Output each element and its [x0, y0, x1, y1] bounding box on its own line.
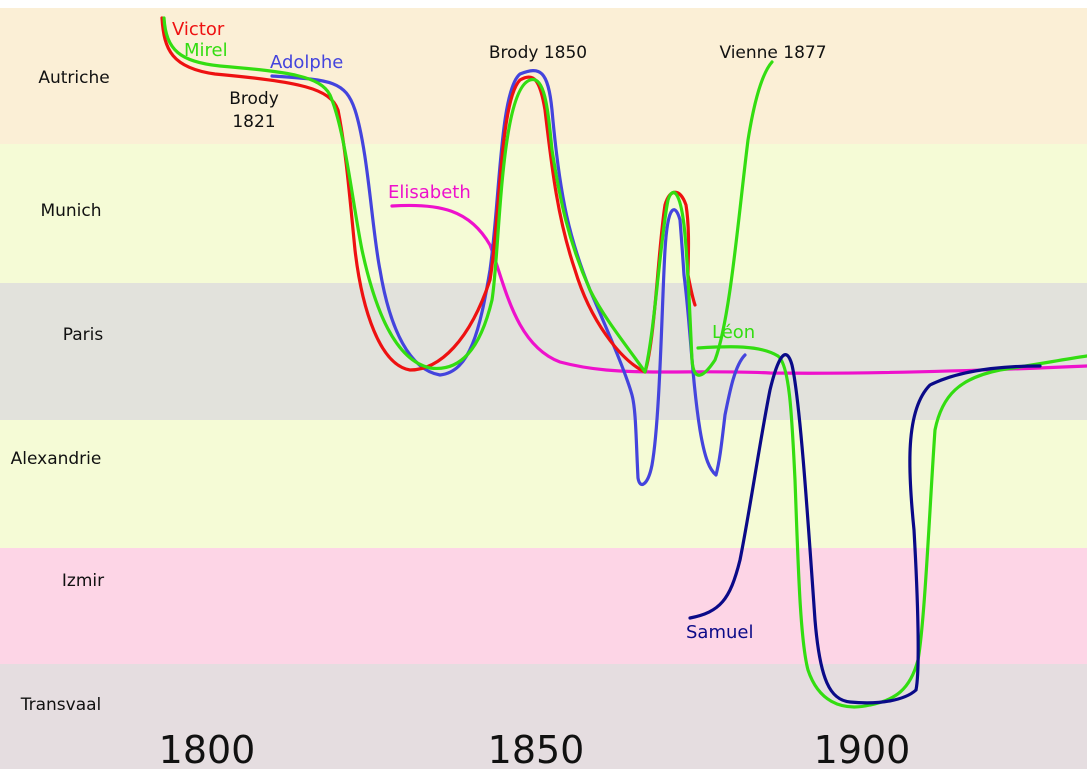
annotations: Brody 1821 Brody 1850 Vienne 1877: [229, 43, 826, 132]
person-label-mirel: Mirel: [184, 40, 228, 61]
person-label-victor: Victor: [172, 19, 225, 40]
place-label-munich: Munich: [40, 201, 101, 221]
year-label-1900: 1900: [814, 728, 911, 769]
trajectory-leon: [696, 345, 1087, 709]
year-axis: 1800 1850 1900: [159, 728, 911, 769]
annotation-brody-1821-line1: Brody: [229, 89, 279, 109]
place-label-autriche: Autriche: [38, 68, 109, 88]
annotation-vienne-1877: Vienne 1877: [719, 43, 826, 63]
trajectory-mirel: [162, 16, 774, 377]
trajectory-elisabeth: [390, 203, 1087, 375]
place-label-alexandrie: Alexandrie: [11, 449, 102, 469]
person-label-adolphe: Adolphe: [270, 52, 343, 73]
person-labels: Victor Mirel Adolphe Elisabeth Léon Samu…: [172, 19, 755, 643]
trajectory-samuel: [688, 353, 1042, 705]
person-label-leon: Léon: [712, 322, 755, 343]
place-label-izmir: Izmir: [62, 571, 104, 591]
person-label-elisabeth: Elisabeth: [388, 182, 471, 203]
annotation-brody-1821-line2: 1821: [232, 112, 275, 132]
place-label-paris: Paris: [63, 325, 104, 345]
trajectories: [160, 16, 1087, 709]
band-transvaal: [0, 664, 1087, 769]
year-label-1850: 1850: [488, 728, 585, 769]
place-bands: [0, 8, 1087, 769]
band-munich: [0, 144, 1087, 283]
trajectory-adolphe: [270, 69, 747, 487]
band-alexandrie: [0, 420, 1087, 548]
place-label-transvaal: Transvaal: [20, 695, 102, 715]
band-izmir: [0, 548, 1087, 664]
person-label-samuel: Samuel: [686, 622, 753, 643]
place-labels: Autriche Munich Paris Alexandrie Izmir T…: [11, 68, 110, 715]
year-label-1800: 1800: [159, 728, 256, 769]
annotation-brody-1850: Brody 1850: [489, 43, 587, 63]
